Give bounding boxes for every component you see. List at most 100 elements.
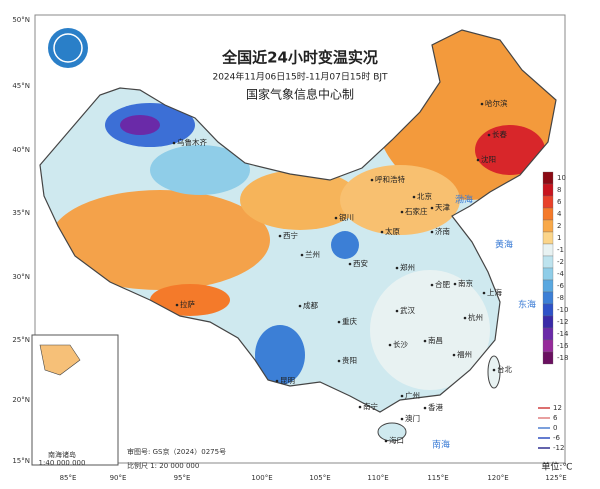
city-label: 广州	[405, 390, 420, 400]
taiwan	[487, 355, 501, 389]
lat-label: 15°N	[12, 457, 30, 465]
lon-label: 115°E	[427, 474, 448, 482]
lon-label: 105°E	[309, 474, 330, 482]
colorbar-swatch	[542, 291, 554, 305]
city-label: 西宁	[283, 230, 298, 240]
colorbar-label: 6	[557, 198, 562, 206]
city-label: 太原	[385, 226, 400, 236]
lon-label: 120°E	[487, 474, 508, 482]
city-dot	[423, 339, 427, 343]
city-dot	[430, 230, 434, 234]
lat-label: 20°N	[12, 396, 30, 404]
city-dot	[348, 262, 352, 266]
city-dot	[430, 206, 434, 210]
colorbar-label: -8	[557, 294, 564, 302]
city-dot	[480, 102, 484, 106]
city-label: 重庆	[342, 316, 357, 326]
colorbar-swatch	[542, 243, 554, 257]
city-label: 合肥	[435, 279, 450, 289]
colorbar-label: -18	[557, 354, 568, 362]
colorbar-label: 8	[557, 186, 561, 194]
colorbar-label: -16	[557, 342, 569, 350]
border	[39, 29, 557, 413]
city-dot	[337, 359, 341, 363]
city-dot	[423, 406, 427, 410]
city-dot	[400, 417, 404, 421]
colorbar-swatch	[542, 315, 554, 329]
city-label: 成都	[303, 300, 318, 310]
city-label: 银川	[339, 213, 354, 222]
city-dot	[278, 234, 282, 238]
city-dot	[370, 178, 374, 182]
city-label: 郑州	[400, 262, 415, 272]
sea-label: 黄海	[495, 239, 513, 251]
lon-label: 110°E	[367, 474, 388, 482]
city-label: 贵阳	[342, 355, 357, 365]
city-dot	[463, 316, 467, 320]
colorbar-label: -10	[557, 306, 568, 314]
unit: 单位:℃	[541, 461, 572, 473]
city-dot	[430, 283, 434, 287]
city-label: 石家庄	[405, 206, 428, 216]
lat-label: 40°N	[12, 146, 30, 154]
colorbar-swatch	[542, 207, 554, 221]
colorbar-swatch	[542, 231, 554, 245]
city-label: 昆明	[280, 376, 295, 385]
approval: 审图号: GS京（2024）0275号	[127, 447, 226, 456]
city-label: 武汉	[400, 305, 415, 315]
city-label: 北京	[417, 191, 432, 201]
city-dot	[453, 282, 457, 286]
city-label: 澳门	[405, 413, 420, 423]
city-dot	[452, 353, 456, 357]
city-dot	[298, 304, 302, 308]
lat-label: 45°N	[12, 82, 30, 90]
city-label: 哈尔滨	[485, 98, 508, 108]
city-dot	[380, 230, 384, 234]
city-label: 长沙	[393, 339, 408, 349]
city-dot	[388, 343, 392, 347]
colorbar-label: -4	[557, 270, 565, 278]
city-dot	[487, 133, 491, 137]
city-label: 兰州	[305, 249, 320, 259]
contour-label: -12	[553, 444, 564, 452]
city-dot	[300, 253, 304, 257]
sea-label: 南海	[432, 439, 450, 451]
sea-label: 渤海	[455, 194, 473, 206]
contour-label: 12	[553, 404, 562, 412]
contour-label: -6	[553, 434, 561, 442]
city-dot	[395, 266, 399, 270]
hainan	[377, 422, 407, 442]
lat-label: 25°N	[12, 336, 30, 344]
lat-label: 30°N	[12, 273, 30, 281]
lon-label: 85°E	[60, 474, 77, 482]
city-label: 沈阳	[481, 154, 496, 164]
colorbar-label: -6	[557, 282, 565, 290]
city-label: 海口	[389, 435, 404, 445]
city-dot	[175, 303, 179, 307]
colorbar-swatch	[542, 327, 554, 341]
city-dot	[334, 216, 338, 220]
city-dot	[358, 405, 362, 409]
city-label: 杭州	[468, 312, 483, 322]
colorbar-swatch	[542, 219, 554, 233]
colorbar-label: -12	[557, 318, 568, 326]
colorbar-label: -14	[557, 330, 569, 338]
inset-scale: 1:40 000 000	[39, 459, 86, 467]
colorbar-swatch	[542, 339, 554, 353]
lon-label: 90°E	[110, 474, 127, 482]
city-dot	[482, 291, 486, 295]
colorbar-swatch	[542, 171, 554, 185]
colorbar-label: -1	[557, 246, 564, 254]
sea-label: 东海	[518, 299, 536, 311]
city-label: 上海	[487, 287, 502, 297]
city-dot	[275, 379, 279, 383]
contour-label: 0	[553, 424, 557, 432]
inset-land	[39, 344, 81, 376]
city-label: 西安	[353, 258, 368, 268]
colorbar-swatch	[542, 195, 554, 209]
agency: 国家气象信息中心制	[246, 87, 354, 102]
city-label: 南京	[458, 278, 473, 288]
city-dot	[395, 309, 399, 313]
scale: 比例尺 1: 20 000 000	[127, 461, 199, 470]
